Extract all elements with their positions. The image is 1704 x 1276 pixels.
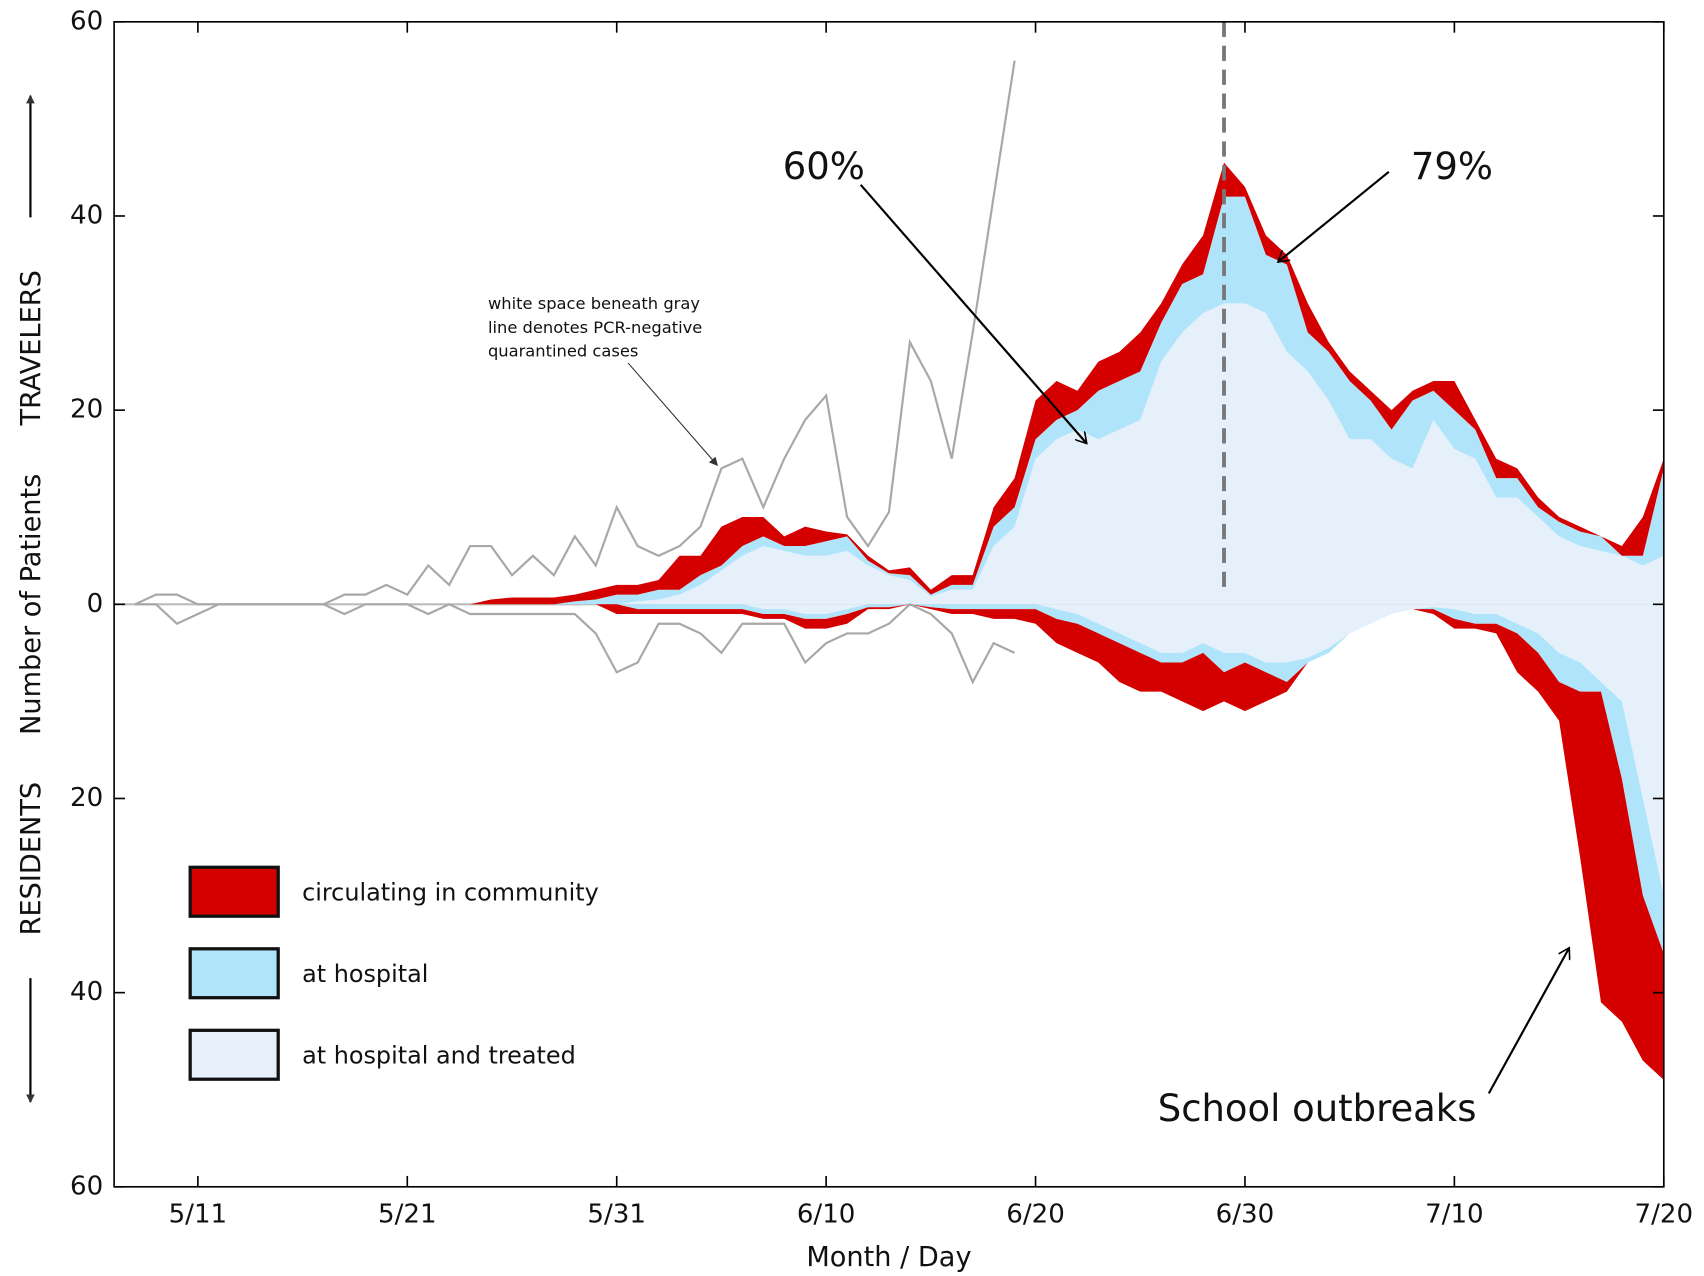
- annotation: 60%: [783, 145, 865, 188]
- legend-label: at hospital and treated: [302, 1041, 576, 1069]
- note: white space beneath gray: [488, 294, 700, 313]
- annotation-arrow: [1487, 948, 1569, 1094]
- x-tick-label: 5/21: [378, 1200, 437, 1230]
- area: [470, 604, 1664, 896]
- y-tick-label: 40: [70, 200, 103, 230]
- x-tick-label: 6/20: [1006, 1200, 1065, 1230]
- y-tick-label: 40: [70, 977, 103, 1007]
- annotation: 79%: [1411, 145, 1493, 188]
- legend-swatch: [188, 947, 280, 1000]
- y-label: Number of Patients: [16, 474, 47, 735]
- x-tick-label: 7/10: [1425, 1200, 1484, 1230]
- note-arrow: [627, 362, 718, 467]
- note: line denotes PCR-negative: [488, 318, 702, 337]
- legend-label: circulating in community: [302, 878, 599, 906]
- plot-area: 60 40 20 0 20 40 60 5/11 5/21 5/31 6/10 6/20 6/30 7/1…: [70, 6, 1693, 1229]
- x-tick-label: 6/10: [797, 1200, 856, 1230]
- y-label-top: TRAVELERS: [16, 270, 47, 426]
- x-tick-label: 5/11: [169, 1200, 228, 1230]
- y-tick-label: 60: [70, 1171, 103, 1201]
- area: [470, 196, 1664, 605]
- annotation-arrow: [1278, 170, 1390, 262]
- legend-label: at hospital: [302, 960, 428, 988]
- legend: circulating in community at hospital at ho…: [188, 865, 599, 1081]
- legend-swatch: [188, 865, 280, 918]
- quarantined-line: [135, 603, 1016, 685]
- y-tick-label: 0: [87, 589, 104, 619]
- x-label: Month / Day: [806, 1242, 971, 1273]
- x-tick-label: 5/31: [587, 1200, 646, 1230]
- annotation: School outbreaks: [1158, 1087, 1477, 1130]
- legend-swatch: [188, 1028, 280, 1081]
- x-tick-label: 6/30: [1216, 1200, 1275, 1230]
- y-tick-label: 60: [70, 6, 103, 36]
- y-tick-label: 20: [70, 395, 103, 425]
- y-label-bottom: RESIDENTS: [16, 782, 47, 935]
- note: quarantined cases: [488, 342, 638, 361]
- area: [470, 604, 1664, 954]
- area: [470, 303, 1664, 605]
- x-tick-label: 7/20: [1635, 1200, 1694, 1230]
- y-tick-label: 20: [70, 783, 103, 813]
- annotation-arrow: [859, 184, 1087, 444]
- area: [470, 604, 1664, 1081]
